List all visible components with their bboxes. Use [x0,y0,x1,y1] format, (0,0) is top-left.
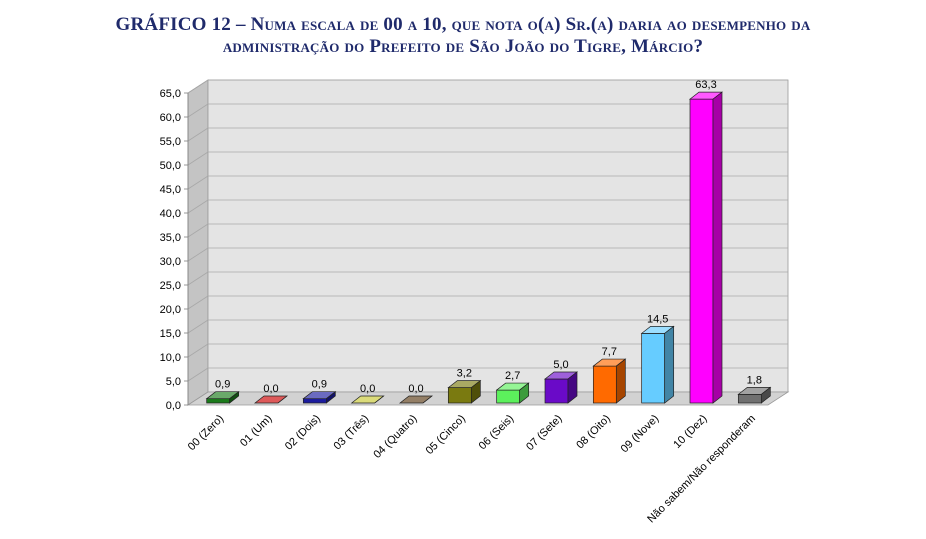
bar-side [519,382,530,404]
bar [447,379,482,404]
x-tick-label: 03 (Três) [332,413,372,453]
bar-front [689,98,714,404]
y-tick-label: 25,0 [160,280,181,292]
chart-title: GRÁFICO 12 – Numa escala de 00 a 10, que… [0,14,926,58]
y-tick-label: 60,0 [160,112,181,124]
bar [253,395,289,404]
y-tick-label: 30,0 [160,256,181,268]
bar [688,91,724,404]
bar-side [229,390,240,404]
bar [640,325,675,404]
x-axis-labels: 00 (Zero) 01 (Um) 02 (Dois) 03 (Três) 04 (Qu… [186,413,758,526]
bar-side [325,390,336,404]
bar-front [737,394,762,404]
x-tick-label: 05 (Cinco) [424,413,468,457]
x-tick-label: Não sabem/Não responderam [645,413,758,526]
bar-side [664,325,675,404]
data-label: 0,0 [263,383,278,395]
bar-side [374,395,384,404]
gridline [187,103,209,118]
bar [398,395,434,404]
x-tick-label: 02 (Dois) [283,413,323,453]
gridline [187,151,209,166]
x-tick-label: 09 (Nove) [619,413,662,456]
data-label: 0,9 [312,379,327,391]
bars [205,91,772,404]
bar-side [615,358,626,404]
bar-front [447,387,472,404]
bar [205,390,240,404]
data-label: 2,7 [505,370,520,382]
gridline [187,223,209,238]
data-label: 5,0 [553,359,568,371]
y-tick-label: 35,0 [160,232,181,244]
y-tick-label: 65,0 [160,88,181,100]
x-tick-label: 07 (Sete) [524,413,564,453]
x-tick-label: 04 (Quatro) [371,413,419,461]
bar [350,395,385,404]
floor [186,391,790,406]
data-labels: 0,9 0,0 0,9 0,0 0,0 3,2 2,7 5,0 7,7 14,5 63,3 1,8 [215,79,762,395]
gridline [187,127,209,142]
gridline [187,79,209,94]
bar [592,358,627,404]
gridline [187,319,209,334]
bar [737,386,772,404]
chart-title-line1: GRÁFICO 12 – Numa escala de 00 a 10, que… [115,14,811,35]
bar-side [760,386,771,404]
bar [302,390,337,404]
y-tick-label: 40,0 [160,208,181,220]
bar [495,382,530,404]
bar-front [206,398,231,404]
bar-side [712,91,723,404]
y-tick-label: 5,0 [166,376,181,388]
bar-side [567,371,578,404]
bar-side [422,395,433,404]
bar-front [641,333,666,404]
data-label: 14,5 [647,313,668,325]
bar-side [470,379,481,404]
bar-side [277,395,288,404]
gridline [187,247,209,262]
y-tick-label: 0,0 [166,400,181,412]
x-tick-label: 01 (Um) [238,413,275,450]
y-axis-ticks: 0,0 5,0 10,0 15,0 20,0 25,0 30,0 35,0 40,0 45,0 50… [160,88,189,412]
y-tick-label: 20,0 [160,304,181,316]
x-tick-label: 00 (Zero) [186,413,226,453]
gridline [187,199,209,214]
data-label: 3,2 [457,368,472,380]
bar-front [496,389,521,404]
data-label: 0,0 [408,383,423,395]
gridline [187,271,209,286]
data-label: 0,9 [215,379,230,391]
bar-front [592,365,617,404]
x-tick-label: 10 (Dez) [671,413,709,451]
data-label: 1,8 [747,374,762,386]
y-tick-label: 50,0 [160,160,181,172]
y-tick-label: 55,0 [160,136,181,148]
gridline [187,343,209,358]
data-label: 0,0 [360,383,375,395]
gridline [187,175,209,190]
x-tick-label: 08 (Oito) [574,413,613,452]
bar-front [544,378,569,404]
bar-front [302,398,327,404]
y-tick-label: 45,0 [160,184,181,196]
data-label: 7,7 [602,346,617,358]
side-wall [187,79,209,406]
x-tick-label: 06 (Seis) [477,413,517,453]
y-tick-label: 15,0 [160,328,181,340]
bar [543,371,579,404]
gridline [187,367,209,382]
y-tick-label: 10,0 [160,352,181,364]
data-label: 63,3 [695,79,716,91]
chart-title-line2: administração do Prefeito de São João do… [222,36,704,57]
gridline [187,295,209,310]
